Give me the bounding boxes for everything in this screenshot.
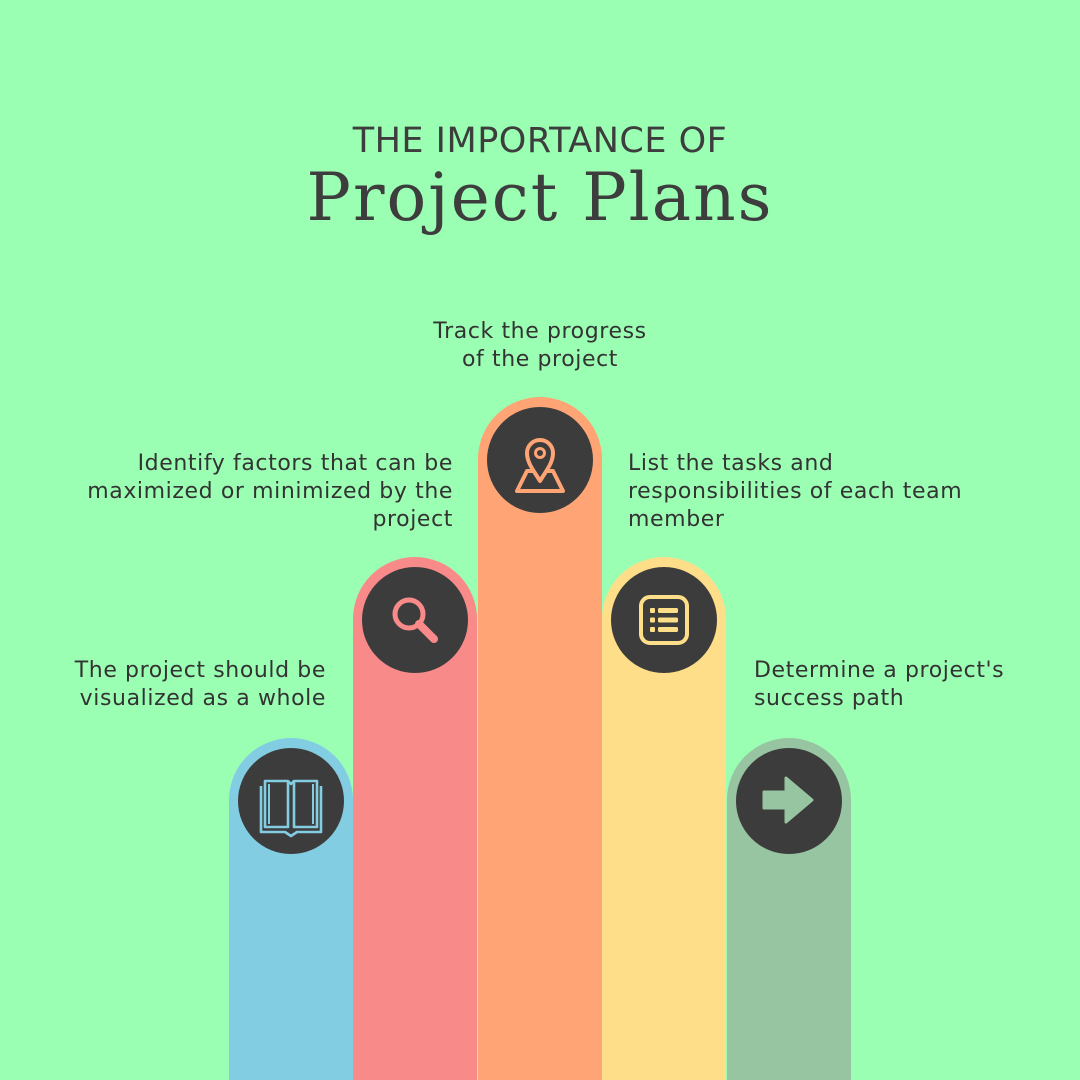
label-item-2-line-1: Identify factors that can be bbox=[137, 451, 453, 476]
label-item-1-line-1: The project should be bbox=[74, 658, 326, 683]
pillar-1 bbox=[229, 738, 353, 1080]
label-item-4-line-1: List the tasks and bbox=[628, 451, 834, 476]
icon-circle-5 bbox=[736, 748, 842, 854]
arrow-right-icon bbox=[762, 776, 814, 824]
label-item-2-line-3: project bbox=[372, 507, 453, 532]
pillar-3 bbox=[478, 397, 602, 1080]
page-title: Project Plans bbox=[306, 159, 774, 236]
label-item-2: Identify factors that can be maximized o… bbox=[87, 450, 453, 534]
subtitle: THE IMPORTANCE OF bbox=[352, 121, 728, 161]
pillar-4 bbox=[602, 557, 726, 1080]
map-pin-icon bbox=[515, 438, 565, 493]
label-item-5-line-1: Determine a project's bbox=[754, 658, 1005, 683]
icon-circle-1 bbox=[238, 748, 344, 854]
label-item-3-line-2: of the project bbox=[461, 347, 619, 372]
magnifier-icon bbox=[392, 597, 438, 643]
label-item-1: The project should be visualized as a wh… bbox=[75, 657, 326, 713]
pillar-2 bbox=[353, 557, 477, 1080]
pillar-5 bbox=[727, 738, 851, 1080]
label-item-5: Determine a project's success path bbox=[754, 657, 1004, 713]
list-icon bbox=[639, 595, 689, 645]
label-item-4-line-2: responsibilities of each team bbox=[628, 479, 963, 504]
icon-circle-4 bbox=[611, 567, 717, 673]
label-item-2-line-2: maximized or minimized by the bbox=[87, 479, 453, 504]
icon-circle-2 bbox=[362, 567, 468, 673]
label-item-3-line-1: Track the progress bbox=[433, 319, 647, 344]
icon-circle-3 bbox=[487, 407, 593, 513]
label-item-5-line-2: success path bbox=[754, 686, 905, 711]
label-item-1-line-2: visualized as a whole bbox=[79, 686, 326, 711]
label-item-3: Track the progress of the project bbox=[340, 318, 740, 374]
book-icon bbox=[259, 779, 323, 838]
label-item-4-line-3: member bbox=[628, 507, 725, 532]
label-item-4: List the tasks and responsibilities of e… bbox=[628, 450, 962, 534]
